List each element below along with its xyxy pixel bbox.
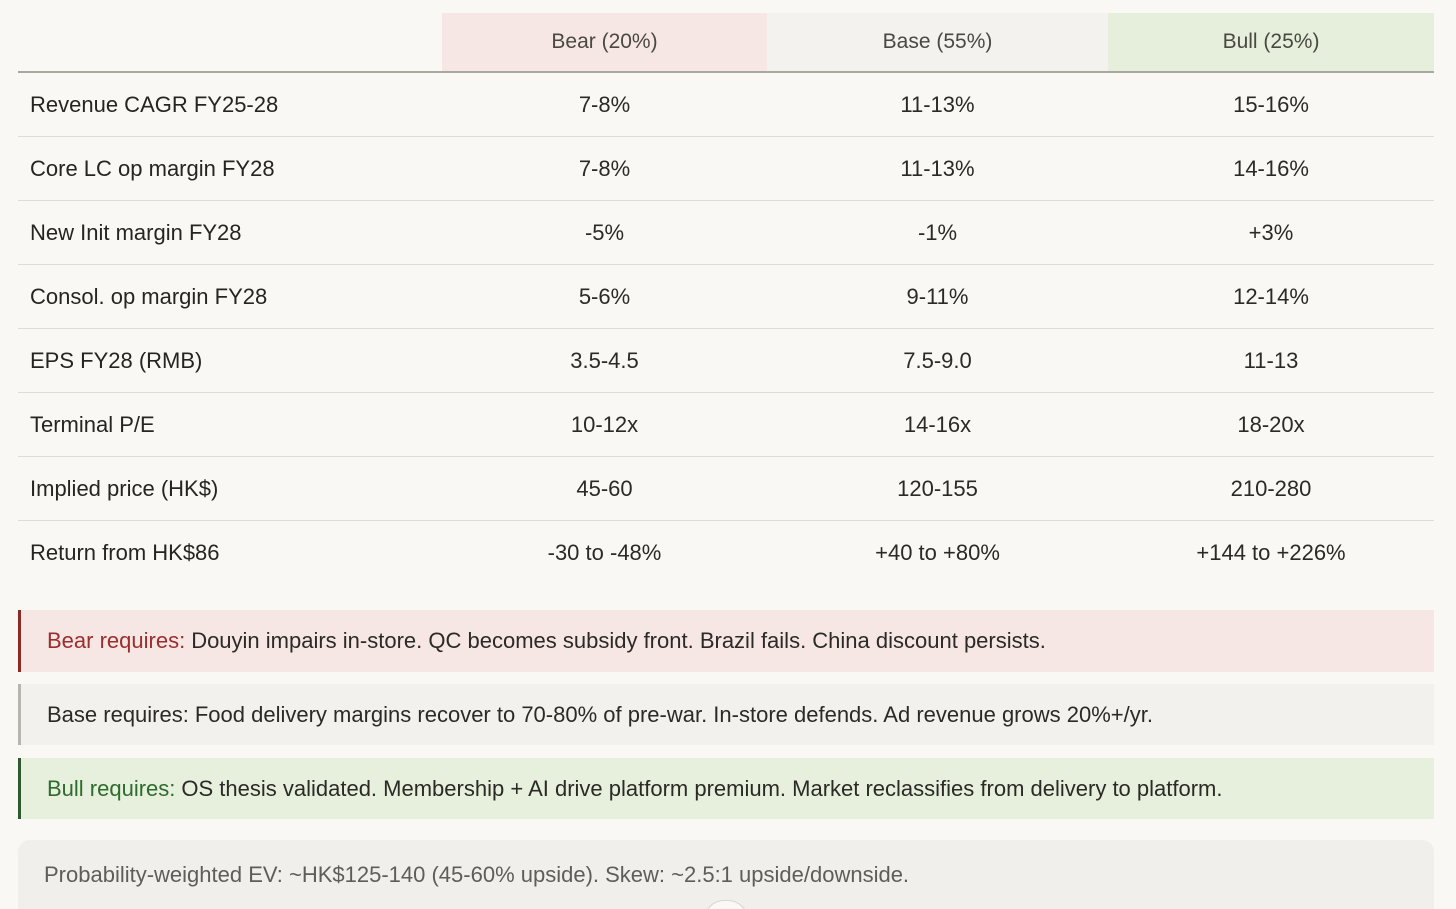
base-cell: 11-13% — [767, 72, 1108, 137]
base-requires-text: Food delivery margins recover to 70-80% … — [194, 701, 1153, 727]
row-label: Terminal P/E — [18, 392, 442, 457]
row-label: New Init margin FY28 — [18, 200, 442, 265]
bear-requires-text: Douyin impairs in-store. QC becomes subs… — [191, 628, 1046, 653]
row-label: Implied price (HK$) — [18, 456, 442, 521]
table-row: Core LC op margin FY28 7-8% 11-13% 14-16… — [18, 136, 1434, 201]
bear-requires-callout: Bear requires: Douyin impairs in-store. … — [18, 610, 1434, 672]
header-base: Base (55%) — [767, 13, 1108, 73]
table-row: EPS FY28 (RMB) 3.5-4.5 7.5-9.0 11-13 — [18, 328, 1434, 393]
bull-cell: +144 to +226% — [1196, 539, 1346, 565]
bear-requires-key: Bear requires: — [47, 628, 186, 653]
scenario-table: Bear (20%) Base (55%) Bull (25%) Revenue… — [18, 13, 1434, 584]
table-row: New Init margin FY28 -5% -1% +3% — [18, 200, 1434, 265]
bear-cell: 5-6% — [442, 264, 767, 329]
header-label — [18, 13, 442, 73]
bull-cell: 11-13 — [1108, 328, 1434, 393]
ev-summary: Probability-weighted EV: ~HK$125-140 (45… — [18, 840, 1434, 909]
bear-cell: -5% — [442, 200, 767, 265]
bull-cell: 210-280 — [1108, 456, 1434, 521]
table-row: Implied price (HK$) 45-60 120-155 210-28… — [18, 456, 1434, 521]
bull-cell: +3% — [1108, 200, 1434, 265]
bull-requires-callout: Bull requires: OS thesis validated. Memb… — [18, 758, 1434, 819]
bear-cell: 45-60 — [442, 456, 767, 521]
bear-cell: 3.5-4.5 — [442, 328, 767, 393]
row-label: Consol. op margin FY28 — [18, 264, 442, 329]
base-cell: 7.5-9.0 — [767, 328, 1108, 393]
bull-requires-key: Bull requires: — [47, 775, 176, 801]
base-cell: -1% — [767, 200, 1108, 265]
base-cell: 120-155 — [767, 456, 1108, 521]
table-row: Consol. op margin FY28 5-6% 9-11% 12-14% — [18, 264, 1434, 329]
header-bear: Bear (20%) — [442, 13, 767, 73]
table-row: Return from HK$86 -30 to -48% +40 to +80… — [18, 521, 1434, 585]
bull-cell: 18-20x — [1108, 392, 1434, 457]
bear-cell: -30 to -48% — [547, 539, 662, 565]
base-requires-callout: Base requires: Food delivery margins rec… — [18, 684, 1434, 745]
bull-cell: 12-14% — [1108, 264, 1434, 329]
bear-cell: 7-8% — [442, 136, 767, 201]
bull-requires-text: OS thesis validated. Membership + AI dri… — [181, 775, 1223, 801]
bull-cell: 15-16% — [1108, 72, 1434, 137]
table-row: Revenue CAGR FY25-28 7-8% 11-13% 15-16% — [18, 72, 1434, 137]
row-label: Core LC op margin FY28 — [18, 136, 442, 201]
table-row: Terminal P/E 10-12x 14-16x 18-20x — [18, 392, 1434, 457]
table-header-row: Bear (20%) Base (55%) Bull (25%) — [18, 13, 1434, 73]
row-label: Return from HK$86 — [30, 539, 220, 565]
bear-cell: 7-8% — [442, 72, 767, 137]
row-label: Revenue CAGR FY25-28 — [18, 72, 442, 137]
header-bull: Bull (25%) — [1108, 13, 1434, 73]
base-cell: 11-13% — [767, 136, 1108, 201]
row-label: EPS FY28 (RMB) — [18, 328, 442, 393]
base-requires-key: Base requires: — [47, 701, 189, 727]
base-cell: 9-11% — [767, 264, 1108, 329]
bull-cell: 14-16% — [1108, 136, 1434, 201]
base-cell: 14-16x — [767, 392, 1108, 457]
ev-summary-text: Probability-weighted EV: ~HK$125-140 (45… — [44, 861, 910, 887]
base-cell: +40 to +80% — [875, 539, 1000, 565]
bear-cell: 10-12x — [442, 392, 767, 457]
